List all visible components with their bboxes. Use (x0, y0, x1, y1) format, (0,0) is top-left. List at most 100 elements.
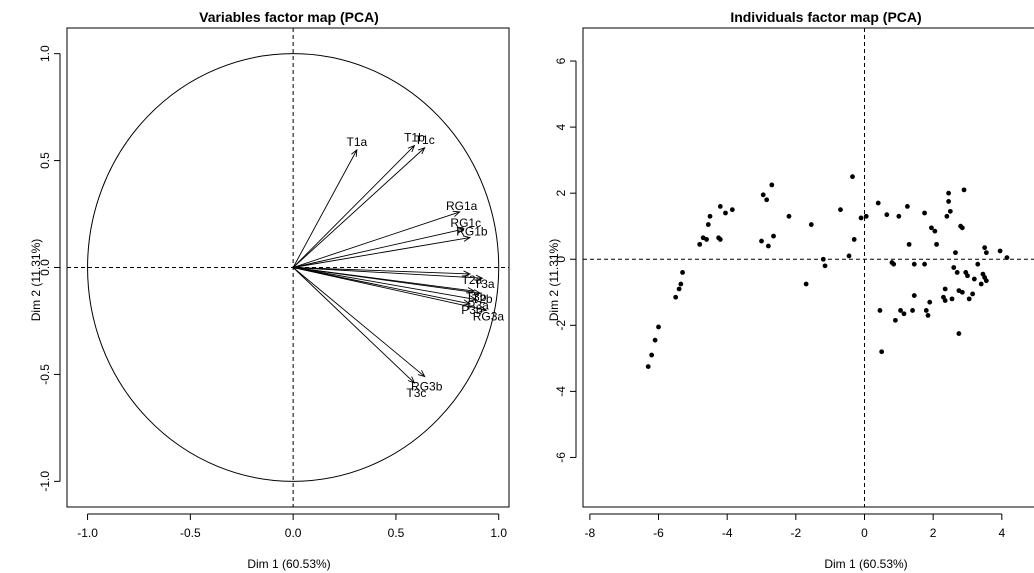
individual-point (923, 308, 929, 313)
x-tick-label: 0 (861, 526, 868, 540)
individual-point (678, 281, 684, 287)
individual-point (704, 237, 709, 242)
arrow-RG1c (293, 228, 464, 268)
individual-point (863, 213, 869, 219)
individual-point (717, 203, 723, 209)
y-tick-label: -6 (554, 452, 568, 463)
arrowhead-RG1c (456, 227, 465, 234)
y-tick-label: -2 (554, 320, 568, 331)
individual-point (879, 349, 885, 355)
individual-point (947, 208, 953, 214)
variables-factor-map: Variables factor map (PCA) Dim 1 (60.53%… (29, 9, 510, 571)
arrow-T2b (293, 267, 481, 294)
arrowhead-T3b (467, 287, 476, 294)
y-tick-label: 0 (554, 256, 568, 263)
individual-point (966, 296, 972, 302)
individual-point (965, 273, 970, 279)
individual-point (961, 187, 967, 193)
individual-point (942, 286, 948, 292)
individual-point (1004, 255, 1010, 260)
y-tick-label: 1.0 (38, 45, 52, 62)
x-tick-label: -8 (585, 526, 596, 540)
arrow-T1a (292, 149, 358, 268)
individual-point (786, 213, 792, 219)
individual-point (983, 250, 989, 256)
variable-label-RG1a: RG1a (446, 199, 478, 213)
x-tick-label: 4 (998, 526, 1005, 540)
chart-title: Individuals factor map (PCA) (730, 9, 921, 25)
individual-point (697, 241, 703, 247)
x-tick-label: -6 (653, 526, 664, 540)
plot-frame (582, 27, 1034, 508)
arrow-T2a (293, 267, 470, 275)
arrowhead-RG1b (463, 235, 472, 242)
individual-point (707, 213, 713, 219)
individual-point (759, 238, 764, 244)
individual-point (729, 207, 735, 213)
individual-point (922, 261, 927, 267)
variable-label-T1c: T1c (415, 133, 435, 147)
individual-point (997, 248, 1003, 254)
arrowhead-T3c (407, 376, 416, 384)
arrow-T1b (292, 145, 415, 268)
y-tick-label: 2 (554, 190, 568, 197)
individual-point (982, 245, 988, 251)
individual-point (983, 278, 989, 284)
individual-point (838, 207, 843, 213)
arrow-RG3a (293, 267, 487, 311)
individual-point (649, 352, 655, 358)
variable-label-RG3a: RG3a (473, 309, 505, 323)
variable-label-T2b: T2b (472, 292, 493, 306)
individual-point (905, 203, 910, 209)
arrow-T3c (292, 267, 415, 384)
individual-point (652, 337, 658, 343)
variable-label-T3c: T3c (406, 386, 426, 400)
individual-point (911, 293, 917, 298)
individual-point (760, 192, 766, 198)
y-tick-label: 4 (554, 123, 568, 130)
individual-point (764, 197, 770, 203)
arrowhead-P3a (469, 295, 478, 302)
individual-point (975, 261, 981, 267)
individual-point (723, 210, 728, 216)
x-tick-label: -2 (790, 526, 801, 540)
individual-point (884, 212, 890, 218)
individual-point (898, 308, 903, 313)
individual-point (645, 364, 651, 370)
individual-point (676, 286, 682, 292)
individual-point (875, 200, 881, 206)
individual-point (925, 313, 931, 318)
variable-label-T3a: T3a (474, 277, 495, 291)
y-tick-label: 6 (554, 57, 568, 64)
individual-point (717, 237, 723, 242)
individual-point (673, 294, 679, 300)
x-tick-label: 1.0 (490, 526, 507, 540)
arrowhead-T1c (417, 146, 426, 155)
individual-point (942, 298, 948, 303)
arrow-T1c (292, 147, 426, 268)
x-tick-label: 0.0 (285, 526, 302, 540)
individual-point (953, 250, 958, 256)
individual-point (910, 308, 915, 313)
y-tick-label: 0.5 (38, 152, 52, 169)
variable-label-P3a: P3a (467, 299, 489, 313)
individual-point (911, 261, 917, 267)
individual-point (929, 225, 934, 231)
individual-point (922, 210, 927, 216)
x-tick-label: 2 (930, 526, 937, 540)
arrow-P3b (293, 267, 471, 305)
individual-point (765, 243, 771, 249)
individual-point (892, 317, 898, 323)
variable-label-T1b: T1b (404, 131, 425, 145)
y-tick-label: 0.0 (38, 259, 52, 276)
arrowhead-T1a (351, 148, 358, 157)
arrowhead-T1b (407, 144, 416, 153)
individual-point (656, 324, 661, 330)
individual-point (808, 222, 814, 227)
individual-point (949, 296, 955, 302)
individual-point (978, 281, 984, 287)
individual-point (850, 174, 855, 180)
variable-label-RG1b: RG1b (456, 225, 488, 239)
variable-label-RG3b: RG3b (411, 380, 443, 394)
